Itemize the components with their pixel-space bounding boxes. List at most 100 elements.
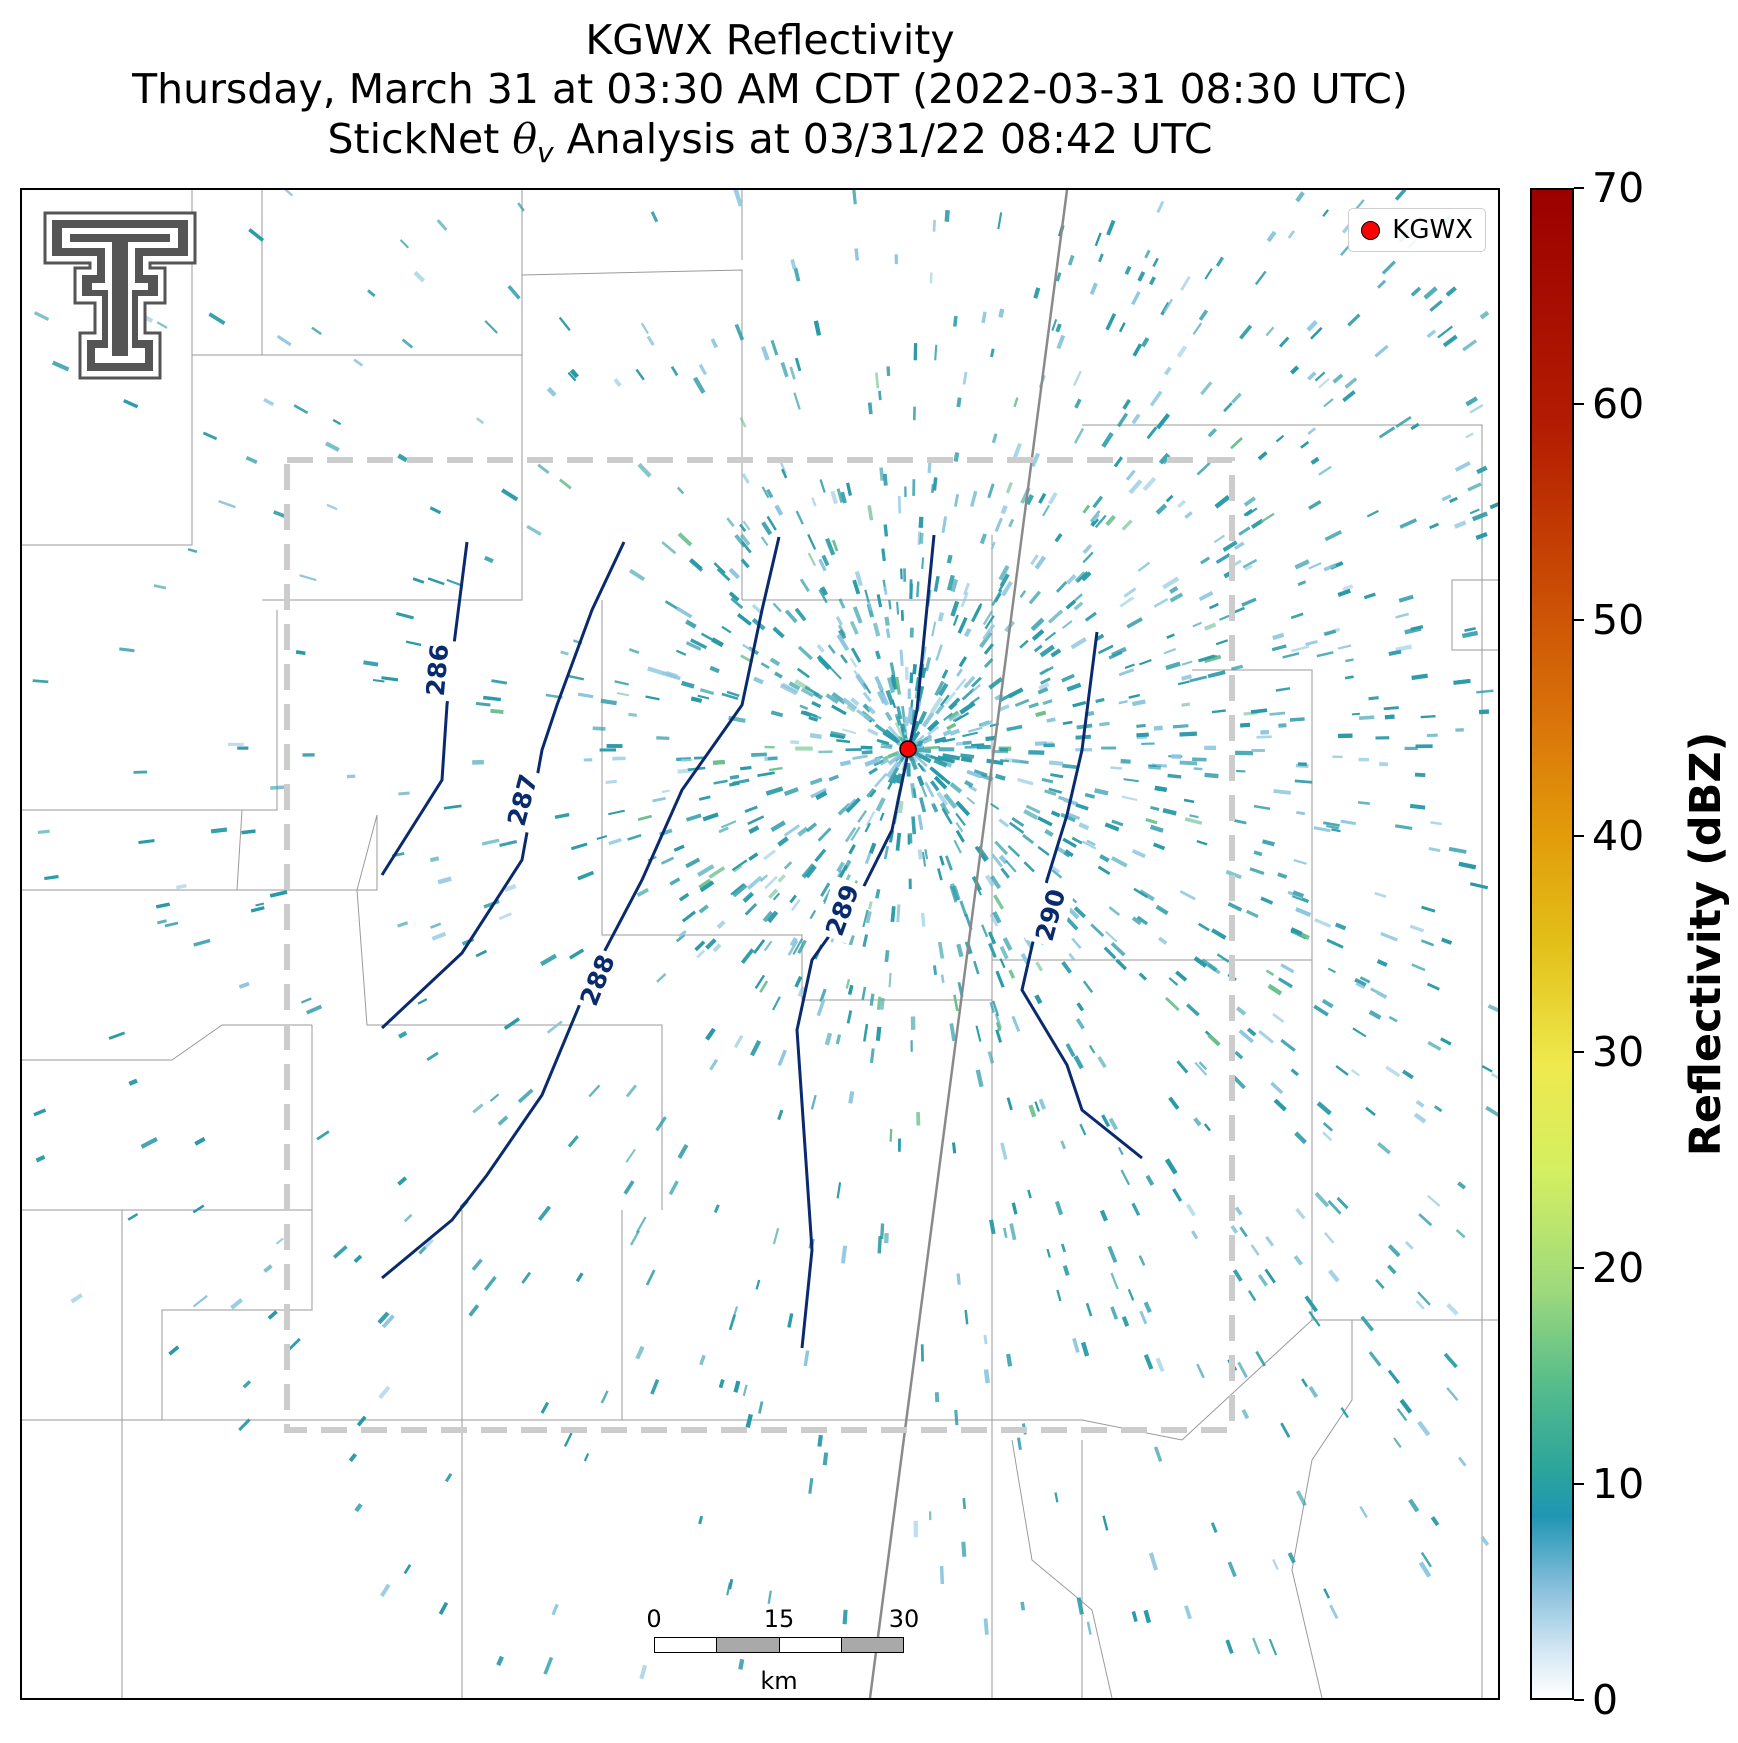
echo-gate [1295,907,1312,917]
echo-gate [1157,936,1168,945]
echo-gate [961,688,975,701]
echo-gate [956,668,963,677]
echo-gate [1105,930,1118,943]
echo-gate [813,320,822,336]
echo-gate [1293,1255,1303,1266]
echo-gate [1454,461,1471,472]
echo-gate [1121,1315,1130,1327]
echo-gate [1009,1223,1017,1241]
echo-gate [699,1354,706,1366]
echo-gate [1167,773,1182,779]
echo-gate [546,1020,563,1034]
echo-gate [944,210,950,222]
echo-gate [1280,1422,1291,1438]
echo-gate [846,704,856,713]
echo-gate [936,771,951,785]
echo-gate [954,1409,959,1426]
echo-gate [605,779,617,785]
echo-gate [880,742,893,748]
echo-gate [430,922,442,929]
echo-gate [1066,682,1082,692]
radar-site-marker[interactable] [899,740,917,758]
echo-gate [918,516,924,528]
echo-gate [753,939,766,954]
echo-gate [1395,612,1409,619]
echo-gate [799,704,809,711]
echo-gate [1028,590,1042,605]
echo-gate [1328,1269,1340,1283]
echo-gate [777,874,786,883]
echo-gate [1127,1288,1135,1301]
echo-gate [1313,1004,1329,1017]
echo-gate [596,835,608,840]
echo-gate [504,883,517,892]
echo-gate [720,820,737,829]
county-line-25 [22,1024,312,1061]
echo-gate [970,490,978,507]
echo-gate [738,1658,745,1670]
echo-gate [1020,1601,1026,1611]
echo-gate [1025,494,1034,506]
echo-gate [911,730,921,743]
echo-gate [1269,711,1286,716]
echo-gate [728,1579,734,1590]
echo-gate [1469,404,1484,414]
echo-gate [32,679,49,684]
echo-gate [569,368,579,379]
echo-gate [600,1390,609,1404]
county-line-6 [22,809,277,891]
echo-gate [1326,824,1339,830]
echo-gate [1133,887,1148,899]
echo-gate [1189,814,1199,819]
echo-gate [1235,1006,1247,1016]
map-panel: 286 287 288 289 290 KGWX 0 15 30 km [20,188,1500,1700]
echo-gate [1097,1056,1107,1069]
echo-gate [635,1345,645,1360]
echo-gate [1385,1065,1401,1078]
echo-gate [1192,322,1203,335]
echo-gate [1017,777,1034,786]
echo-gate [1327,1199,1342,1215]
echo-gate [1396,1408,1408,1422]
echo-gate [1377,1141,1391,1155]
echo-gate [1287,230,1296,239]
echo-gate [1306,319,1318,332]
echo-gate [887,781,893,790]
echo-gate [681,910,696,923]
echo-gate [437,876,452,885]
echo-gate [1192,621,1203,628]
echo-gate [685,857,701,869]
echo-gate [1101,432,1114,448]
echo-gate [378,1385,391,1400]
echo-gate [897,800,904,814]
echo-gate [377,1311,390,1325]
echo-gate [810,787,827,799]
echo-gate [1204,654,1222,664]
echo-gate [716,920,726,930]
echo-gate [1478,709,1490,715]
echo-gate [836,861,845,873]
echo-gate [770,710,784,718]
echo-gate [1239,1226,1248,1238]
echo-gate [1123,587,1137,598]
echo-gate [973,960,980,975]
echo-gate [1056,334,1066,350]
echo-gate [894,722,905,740]
echo-gate [839,760,851,767]
echo-gate [1326,938,1344,949]
echo-gate [877,1235,882,1254]
echo-gate [772,602,782,613]
echo-gate [921,711,935,728]
echo-gate [732,883,748,898]
echo-gate [934,344,938,361]
echo-gate [955,812,966,826]
county-line-7 [237,815,378,891]
echo-gate [895,715,902,725]
echo-gate [997,212,1003,230]
echo-gate [1122,399,1131,410]
echo-gate [526,524,542,536]
echo-gate [827,644,836,654]
echo-gate [436,219,448,232]
echo-gate [1023,861,1035,873]
echo-gate [33,311,50,321]
